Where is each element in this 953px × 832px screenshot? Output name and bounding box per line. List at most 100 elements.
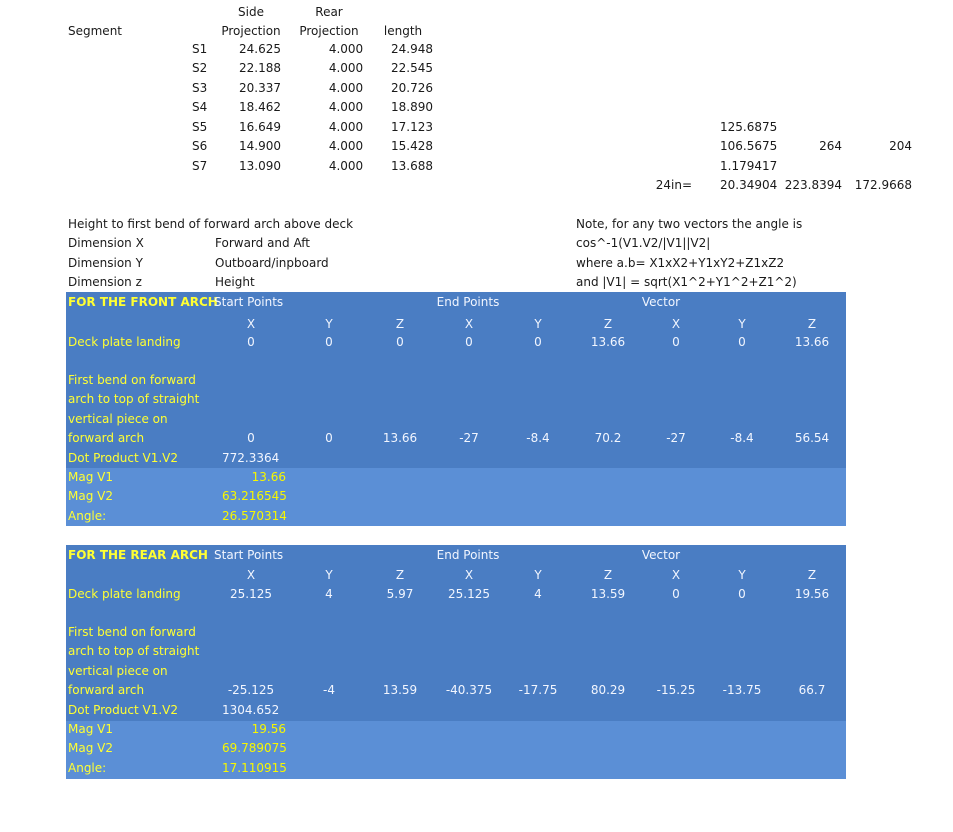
- rear-row2-cell: -4: [323, 683, 335, 697]
- rear-row1-label: Deck plate landing: [68, 587, 181, 601]
- front-row1-cell: 0: [534, 335, 542, 349]
- rear-row1-cell: 13.59: [590, 587, 626, 601]
- rear-row1-cell: 19.56: [794, 587, 830, 601]
- rear-value: 4.000: [328, 120, 364, 134]
- rear-row2-cell: -25.125: [227, 683, 275, 697]
- front-arch-title: FOR THE FRONT ARCH: [68, 295, 218, 309]
- front-dot-value: 772.3364: [222, 451, 280, 465]
- front-row1-cell: 0: [672, 335, 680, 349]
- rear-axis-label: Y: [325, 568, 333, 582]
- dimension-z-desc: Height: [215, 275, 255, 289]
- rear-row1-cell: 25.125: [448, 587, 490, 601]
- rear-row2-cell: 13.59: [382, 683, 418, 697]
- rear-axis-label: Z: [807, 568, 817, 582]
- length-value: 20.726: [391, 81, 433, 95]
- rear-value: 4.000: [328, 61, 364, 75]
- rear-value: 4.000: [328, 81, 364, 95]
- dimension-y-label: Dimension Y: [68, 256, 143, 270]
- front-axis-label: Y: [738, 317, 746, 331]
- rear-row1-cell: 4: [534, 587, 542, 601]
- rear-dot-value: 1304.652: [222, 703, 280, 717]
- rear-value: 4.000: [328, 42, 364, 56]
- front-row2-cell: -27: [666, 431, 686, 445]
- rear-row2-label: forward arch: [68, 683, 145, 697]
- front-vector-label: Vector: [641, 295, 681, 309]
- rear-value: 4.000: [328, 139, 364, 153]
- side-header-1: Side: [238, 5, 264, 19]
- front-row1-cell: 0: [247, 335, 255, 349]
- front-row2-label: vertical piece on: [68, 412, 168, 426]
- front-axis-label: Y: [325, 317, 333, 331]
- front-start-points-label: Start Points: [214, 295, 284, 309]
- rear-axis-label: X: [671, 568, 681, 582]
- front-axis-label: Y: [534, 317, 542, 331]
- calc-24in-label: 24in=: [655, 178, 692, 192]
- rear-panel-bottom: [66, 721, 846, 779]
- front-row1-cell: 0: [396, 335, 404, 349]
- rear-header-2: Projection: [299, 24, 359, 38]
- rear-axis-label: Y: [534, 568, 542, 582]
- side-value: 18.462: [239, 100, 281, 114]
- side-value: 16.649: [239, 120, 281, 134]
- segment-id: S3: [192, 81, 208, 95]
- front-row2-cell: 70.2: [594, 431, 622, 445]
- front-mag2-value: 63.216545: [222, 489, 287, 503]
- rear-axis-label: Z: [395, 568, 405, 582]
- front-row2-cell: 56.54: [794, 431, 830, 445]
- segment-id: S7: [192, 159, 208, 173]
- rear-value: 4.000: [328, 159, 364, 173]
- segment-header: Segment: [68, 24, 122, 38]
- rear-row2-cell: 80.29: [590, 683, 626, 697]
- note-line: Note, for any two vectors the angle is: [576, 217, 803, 231]
- rear-row2-cell: -17.75: [518, 683, 558, 697]
- calc-value: 125.6875: [720, 120, 778, 134]
- dimension-y-desc: Outboard/inpboard: [215, 256, 329, 270]
- side-value: 24.625: [239, 42, 281, 56]
- length-value: 17.123: [391, 120, 433, 134]
- front-angle-label: Angle:: [68, 509, 107, 523]
- front-row2-cell: -8.4: [526, 431, 550, 445]
- rear-row2-cell: -15.25: [656, 683, 696, 697]
- calc-value: 223.8394: [784, 178, 842, 192]
- front-row2-label: arch to top of straight: [68, 392, 200, 406]
- front-row2-label: forward arch: [68, 431, 145, 445]
- rear-row1-cell: 0: [672, 587, 680, 601]
- front-axis-label: X: [246, 317, 256, 331]
- side-value: 14.900: [239, 139, 281, 153]
- calc-value: 20.34904: [720, 178, 778, 192]
- rear-row2-label: First bend on forward: [68, 625, 196, 639]
- front-axis-label: Z: [603, 317, 613, 331]
- front-row1-cell: 0: [465, 335, 473, 349]
- calc-value: 264: [819, 139, 842, 153]
- length-value: 22.545: [391, 61, 433, 75]
- front-row2-cell: -8.4: [730, 431, 754, 445]
- rear-row2-cell: 66.7: [798, 683, 826, 697]
- front-axis-label: Z: [395, 317, 405, 331]
- rear-row2-label: arch to top of straight: [68, 644, 200, 658]
- rear-row1-cell: 25.125: [230, 587, 272, 601]
- front-row2-cell: 13.66: [382, 431, 418, 445]
- side-value: 22.188: [239, 61, 281, 75]
- calc-value: 106.5675: [720, 139, 778, 153]
- rear-end-points-label: End Points: [436, 548, 500, 562]
- rear-arch-title: FOR THE REAR ARCH: [68, 548, 208, 562]
- rear-axis-label: Y: [738, 568, 746, 582]
- rear-vector-label: Vector: [641, 548, 681, 562]
- rear-row1-cell: 4: [325, 587, 333, 601]
- front-mag2-label: Mag V2: [68, 489, 113, 503]
- segment-id: S4: [192, 100, 208, 114]
- dimension-x-label: Dimension X: [68, 236, 144, 250]
- length-header: length: [383, 24, 423, 38]
- rear-angle-label: Angle:: [68, 761, 107, 775]
- front-mag1-label: Mag V1: [68, 470, 113, 484]
- rear-row2-cell: -40.375: [445, 683, 493, 697]
- calc-value: 204: [889, 139, 912, 153]
- rear-row1-cell: 0: [738, 587, 746, 601]
- rear-start-points-label: Start Points: [214, 548, 284, 562]
- front-row1-label: Deck plate landing: [68, 335, 181, 349]
- front-end-points-label: End Points: [436, 295, 500, 309]
- rear-row2-cell: -13.75: [722, 683, 762, 697]
- rear-mag1-value: 19.56: [251, 722, 286, 736]
- rear-dot-label: Dot Product V1.V2: [68, 703, 178, 717]
- rear-axis-label: X: [464, 568, 474, 582]
